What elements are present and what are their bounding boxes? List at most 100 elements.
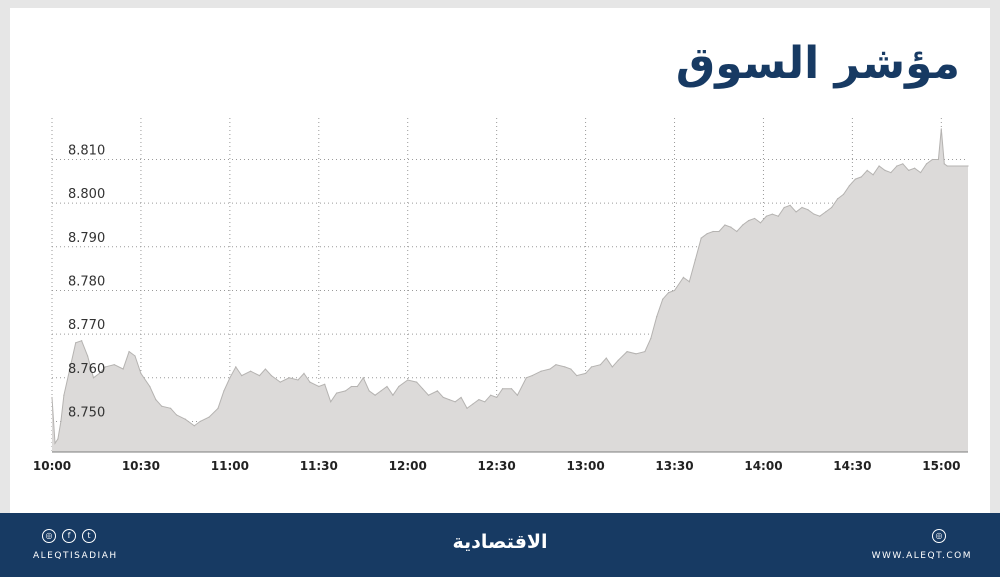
data-point [270, 374, 272, 377]
data-point [890, 171, 892, 174]
data-point [662, 298, 664, 300]
series-line [51, 128, 968, 445]
data-point [122, 368, 124, 370]
social-links: ◎ f t [42, 529, 96, 543]
chart-plot-area [51, 128, 969, 452]
series-area [52, 128, 968, 452]
data-point [940, 128, 942, 130]
data-point [516, 394, 519, 396]
data-point [113, 364, 115, 366]
data-point [60, 420, 62, 423]
data-point [860, 176, 862, 178]
data-point [555, 364, 557, 366]
data-point [297, 379, 299, 381]
data-point [753, 217, 756, 220]
data-point [161, 405, 163, 407]
data-point [801, 206, 803, 209]
data-point [496, 396, 498, 399]
data-point [694, 259, 696, 261]
data-point [454, 401, 456, 403]
data-point [140, 372, 142, 375]
data-point [549, 368, 551, 370]
data-point [584, 372, 587, 375]
data-point [478, 399, 480, 401]
data-point [368, 390, 370, 392]
data-point [208, 416, 210, 418]
data-point [407, 379, 409, 381]
data-point [718, 230, 720, 233]
data-point [250, 370, 252, 372]
data-point [836, 198, 839, 200]
data-point [644, 350, 646, 353]
data-point [576, 374, 578, 377]
data-point [501, 388, 504, 390]
data-point [484, 401, 486, 403]
data-point [104, 366, 106, 368]
data-point [872, 174, 874, 176]
data-point [700, 237, 702, 239]
x-tick-label: 10:30 [122, 459, 160, 473]
data-point [356, 385, 358, 388]
data-point [199, 420, 201, 423]
x-axis: 10:00 10:30 11:00 11:30 12:00 12:30 13:00 13:30… [33, 451, 968, 473]
data-point [217, 407, 219, 409]
y-tick-label: 8.750 [68, 405, 105, 420]
brand-logo: الاقتصادية [452, 531, 548, 553]
y-axis: 8.750 8.760 8.770 8.780 8.790 8.800 8.810 [68, 143, 105, 420]
data-point [421, 388, 424, 390]
data-point [380, 390, 382, 392]
data-point [128, 350, 130, 353]
data-point [466, 407, 468, 409]
data-point [223, 390, 225, 392]
data-point [54, 442, 56, 444]
data-point [765, 215, 768, 217]
data-point [712, 230, 714, 233]
data-point [570, 368, 572, 370]
data-point [848, 185, 851, 187]
data-point [86, 355, 89, 357]
data-point [193, 425, 195, 427]
data-point [807, 209, 809, 211]
data-point [759, 222, 762, 224]
data-point [925, 163, 928, 165]
y-tick-label: 8.760 [68, 362, 105, 377]
social-handle[interactable]: ALEQTISADIAH [33, 551, 118, 561]
data-point [605, 357, 607, 359]
data-point [324, 383, 326, 385]
data-point [540, 370, 542, 372]
data-point [241, 374, 243, 377]
data-point [288, 377, 290, 379]
data-point [392, 394, 394, 396]
data-point [771, 213, 773, 215]
data-point [427, 394, 430, 396]
data-point [866, 169, 868, 171]
facebook-icon[interactable]: f [62, 529, 76, 543]
data-point [902, 163, 904, 165]
data-point [81, 340, 83, 342]
data-point [842, 193, 845, 196]
data-point [258, 374, 261, 377]
data-point [590, 366, 593, 368]
data-point [919, 171, 922, 174]
data-point [75, 342, 77, 344]
website-link[interactable]: WWW.ALEQT.COM [871, 551, 972, 561]
x-tick-label: 14:00 [744, 459, 782, 473]
data-point [564, 366, 566, 368]
data-point [335, 392, 338, 394]
data-point [525, 377, 527, 379]
data-point [69, 368, 71, 370]
data-point [611, 366, 613, 368]
data-point [149, 385, 151, 388]
data-point [730, 226, 732, 228]
x-tick-label: 10:00 [33, 459, 71, 473]
twitter-icon[interactable]: t [82, 529, 96, 543]
data-point [460, 396, 462, 399]
instagram-icon[interactable]: ◎ [42, 529, 56, 543]
data-point [783, 206, 785, 209]
data-point [819, 215, 821, 217]
data-point [795, 211, 797, 213]
x-tick-label: 12:00 [389, 459, 427, 473]
data-point [442, 396, 444, 399]
x-tick-label: 12:30 [478, 459, 516, 473]
data-point [330, 401, 332, 403]
